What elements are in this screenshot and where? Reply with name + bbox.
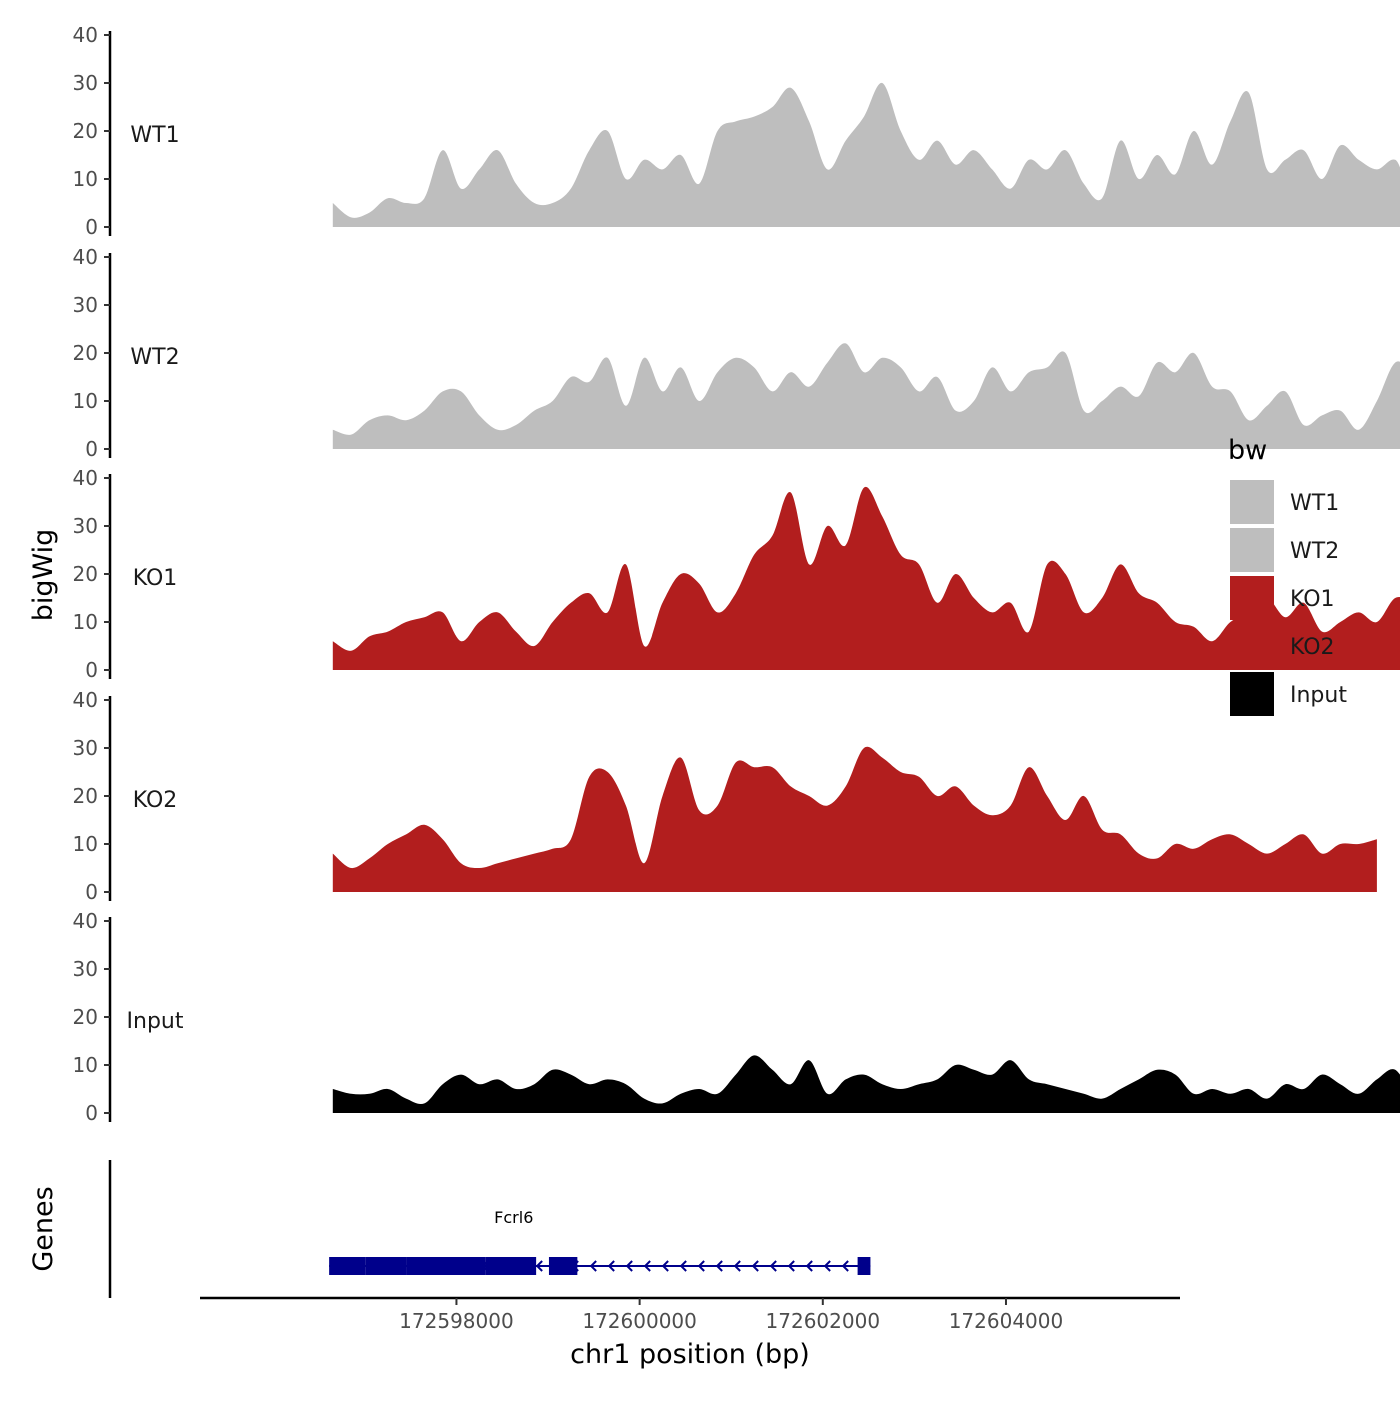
strand-arrow: [607, 1260, 615, 1272]
y-tick-label: 30: [73, 957, 98, 981]
gene-exon: [365, 1257, 407, 1275]
track-wt2: 0 10 20 30 40 WT2: [73, 245, 1400, 461]
gene-glyphs: Fcrl6: [329, 1208, 871, 1275]
strand-arrow: [751, 1260, 759, 1272]
track-label-input: Input: [127, 1009, 184, 1034]
strand-arrow: [661, 1260, 669, 1272]
legend-swatch: [1230, 480, 1274, 524]
y-tick-label: 20: [73, 562, 98, 586]
track-wt1: 0 10 20 30 40 WT1: [73, 23, 1400, 239]
area-wt1: [332, 82, 1400, 227]
track-label-ko1: KO1: [133, 566, 178, 591]
legend-label: Input: [1290, 683, 1347, 708]
y-tick-label: 10: [73, 1053, 98, 1077]
y-tick-label: 0: [85, 215, 98, 239]
legend-items: WT1 WT2 KO1 KO2 Input: [1230, 480, 1347, 716]
x-tick-label: 172602000: [766, 1309, 881, 1333]
legend-title: bw: [1228, 435, 1267, 466]
track-label-wt1: WT1: [130, 123, 179, 148]
y-axis-title: bigWig: [28, 529, 59, 622]
y-tick-label: 20: [73, 341, 98, 365]
gene-label: Fcrl6: [494, 1208, 533, 1227]
y-tick-label: 30: [73, 514, 98, 538]
legend-item-ko1: KO1: [1230, 576, 1335, 620]
track-label-ko2: KO2: [133, 788, 178, 813]
strand-arrow: [535, 1260, 543, 1272]
strand-arrow: [769, 1260, 777, 1272]
area-wt2: [332, 343, 1400, 449]
legend-swatch: [1230, 576, 1274, 620]
y-tick-label: 30: [73, 293, 98, 317]
x-tick-label: 172604000: [949, 1309, 1064, 1333]
strand-arrow: [697, 1260, 705, 1272]
legend-swatch: [1230, 528, 1274, 572]
genes-panel: Genes Fcrl6: [28, 1160, 871, 1298]
y-tick-label: 0: [85, 437, 98, 461]
y-tick-label: 40: [73, 466, 98, 490]
legend-item-input: Input: [1230, 672, 1347, 716]
y-tick-label: 10: [73, 832, 98, 856]
gene-exon: [485, 1257, 537, 1275]
y-tick-label: 20: [73, 784, 98, 808]
gene-fcrl6: Fcrl6: [329, 1208, 871, 1275]
strand-arrow: [823, 1260, 831, 1272]
strand-arrow: [805, 1260, 813, 1272]
strand-arrow: [679, 1260, 687, 1272]
track-input: 0 10 20 30 40 Input: [73, 909, 1400, 1125]
y-tick-label: 0: [85, 880, 98, 904]
strand-arrow: [589, 1260, 597, 1272]
track-label-wt2: WT2: [130, 345, 179, 370]
legend-swatch: [1230, 624, 1274, 668]
x-tick-label: 172598000: [399, 1309, 514, 1333]
legend-label: KO2: [1290, 635, 1335, 660]
gene-exon: [548, 1257, 578, 1275]
legend-label: KO1: [1290, 587, 1335, 612]
legend-item-ko2: KO2: [1230, 624, 1335, 668]
strand-arrow: [715, 1260, 723, 1272]
gene-exon: [406, 1257, 486, 1275]
gene-exon: [857, 1257, 871, 1275]
y-tick-label: 40: [73, 245, 98, 269]
legend-label: WT1: [1290, 491, 1339, 516]
y-tick-label: 0: [85, 658, 98, 682]
y-tick-label: 10: [73, 167, 98, 191]
y-tick-label: 10: [73, 610, 98, 634]
strand-arrow: [643, 1260, 651, 1272]
area-ko2: [332, 746, 1377, 892]
legend-swatch: [1230, 672, 1274, 716]
y-tick-label: 30: [73, 71, 98, 95]
y-tick-label: 40: [73, 909, 98, 933]
legend: bw WT1 WT2 KO1 KO2 Input: [1228, 435, 1347, 716]
bigwig-tracks: 0 10 20 30 40 WT1 0 10 20 30 40 WT2 0 10 20 30 40 KO1 0 10 2…: [73, 23, 1400, 1125]
track-ko1: 0 10 20 30 40 KO1: [73, 466, 1400, 682]
strand-arrow: [787, 1260, 795, 1272]
x-axis-title: chr1 position (bp): [570, 1339, 810, 1370]
genes-axis-title: Genes: [28, 1186, 59, 1271]
y-tick-label: 40: [73, 688, 98, 712]
area-ko1: [332, 487, 1400, 670]
strand-arrow: [841, 1260, 849, 1272]
x-axis: 172598000 172600000 172602000 172604000 chr…: [200, 1296, 1180, 1370]
y-tick-label: 40: [73, 23, 98, 47]
y-tick-label: 20: [73, 119, 98, 143]
strand-arrow: [625, 1260, 633, 1272]
y-tick-label: 20: [73, 1005, 98, 1029]
y-tick-label: 30: [73, 736, 98, 760]
y-tick-label: 0: [85, 1101, 98, 1125]
legend-item-wt2: WT2: [1230, 528, 1339, 572]
strand-arrow: [733, 1260, 741, 1272]
area-input: [332, 1055, 1400, 1113]
track-ko2: 0 10 20 30 40 KO2: [73, 688, 1377, 904]
legend-label: WT2: [1290, 539, 1339, 564]
y-tick-label: 10: [73, 389, 98, 413]
x-tick-label: 172600000: [582, 1309, 697, 1333]
legend-item-wt1: WT1: [1230, 480, 1339, 524]
gene-exon: [329, 1257, 366, 1275]
x-axis-ticks: 172598000 172600000 172602000 172604000: [399, 1298, 1063, 1333]
